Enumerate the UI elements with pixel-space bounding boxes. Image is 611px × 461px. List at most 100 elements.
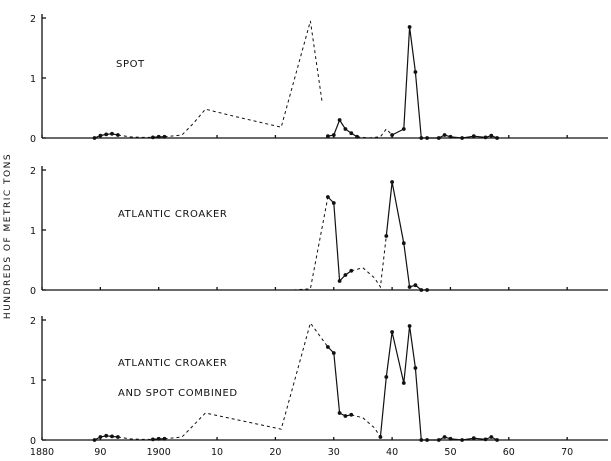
- data-point: [495, 136, 499, 140]
- data-point: [413, 366, 418, 370]
- y-tick-label: 2: [30, 166, 36, 177]
- data-point: [92, 438, 97, 442]
- data-point: [110, 131, 114, 136]
- data-point: [349, 131, 354, 136]
- data-point: [442, 133, 447, 137]
- data-point: [326, 134, 330, 139]
- data-point: [378, 435, 383, 439]
- y-tick-label: 0: [30, 134, 36, 145]
- series-line-solid: [391, 26, 498, 139]
- series-line-dashed: [351, 414, 381, 438]
- data-point: [390, 133, 394, 137]
- series-line-solid: [385, 181, 428, 291]
- data-point: [337, 118, 342, 122]
- x-tick-label: 90: [94, 447, 106, 458]
- data-point: [442, 435, 447, 439]
- y-tick-label: 1: [30, 376, 36, 387]
- x-tick-label: 70: [561, 447, 573, 458]
- data-point: [407, 285, 412, 289]
- x-tick-label: 10: [211, 447, 223, 458]
- series-line-dashed: [357, 128, 393, 139]
- panel-1: 0 1 2 SPOT: [30, 14, 608, 145]
- panel-title: SPOT: [116, 59, 145, 70]
- y-tick-label: 0: [30, 286, 36, 297]
- data-point: [471, 134, 476, 139]
- x-tick-label: 60: [503, 447, 515, 458]
- data-point: [98, 133, 103, 138]
- panel-3: 0 1 2 ATLANTIC CROAKER AND SPOT COMBINED: [30, 316, 608, 447]
- data-point: [407, 25, 412, 29]
- y-tick-label: 1: [30, 226, 36, 237]
- data-point: [156, 134, 161, 139]
- data-point: [326, 195, 330, 199]
- data-point: [425, 136, 429, 140]
- data-point: [156, 436, 161, 441]
- data-point: [401, 381, 406, 385]
- data-point: [495, 438, 499, 442]
- data-point: [460, 438, 464, 442]
- data-point: [326, 345, 330, 349]
- data-point: [413, 70, 418, 74]
- data-point: [401, 241, 406, 246]
- data-point: [401, 127, 406, 131]
- panel-title: AND SPOT COMBINED: [118, 388, 238, 399]
- data-point: [384, 375, 389, 379]
- series-line-solid: [379, 325, 498, 441]
- data-point: [419, 438, 424, 442]
- panel-title: ATLANTIC CROAKER: [118, 358, 227, 369]
- data-point: [425, 438, 429, 442]
- data-point: [489, 133, 494, 138]
- series-line-solid: [327, 346, 352, 417]
- data-point: [162, 134, 167, 139]
- data-point: [92, 136, 97, 140]
- data-point: [104, 132, 109, 137]
- data-point: [390, 180, 394, 184]
- data-point: [331, 201, 336, 205]
- series-line-dashed: [117, 134, 153, 138]
- x-tick-label: 30: [328, 447, 340, 458]
- data-point: [436, 438, 441, 442]
- data-point: [110, 434, 114, 439]
- x-axis-ticks: 1880 90 1900 10 20 30 40 50 60 70: [30, 447, 573, 458]
- data-point: [419, 136, 424, 140]
- data-point: [98, 435, 103, 439]
- series-line-dashed: [351, 235, 387, 289]
- data-point: [343, 127, 348, 131]
- series-line-dashed: [117, 436, 153, 440]
- y-tick-label: 2: [30, 14, 36, 25]
- series-line-dashed: [275, 196, 329, 291]
- data-point: [104, 433, 109, 438]
- data-point: [390, 330, 394, 334]
- y-tick-label: 1: [30, 74, 36, 85]
- data-point: [343, 414, 348, 418]
- data-point: [331, 133, 336, 137]
- data-point: [483, 135, 488, 140]
- data-point: [471, 436, 476, 441]
- data-point: [151, 135, 155, 140]
- data-point: [151, 437, 155, 442]
- data-point: [384, 234, 389, 238]
- x-tick-label: 1880: [30, 447, 54, 458]
- data-point: [331, 351, 336, 355]
- x-tick-label: 1900: [147, 447, 171, 458]
- panel-2: 0 1 2 ATLANTIC CROAKER: [30, 166, 608, 297]
- series-line-dashed: [164, 321, 329, 440]
- data-point: [448, 436, 453, 441]
- data-point: [413, 283, 418, 288]
- series-line-dashed: [164, 20, 323, 138]
- panels-group: 0 1 2 SPOT 0 1 2 ATLANTIC CROAKER 0 1 2 ATLANTIC CR…: [30, 14, 608, 447]
- data-point: [448, 134, 453, 139]
- y-tick-label: 2: [30, 316, 36, 327]
- data-point: [337, 279, 342, 283]
- data-point: [460, 136, 464, 140]
- data-point: [407, 324, 412, 328]
- x-tick-label: 50: [444, 447, 456, 458]
- panel-title: ATLANTIC CROAKER: [118, 209, 227, 220]
- data-point: [489, 435, 494, 439]
- x-tick-label: 40: [386, 447, 398, 458]
- x-tick-label: 20: [269, 447, 281, 458]
- data-point: [436, 136, 441, 140]
- y-tick-label: 0: [30, 436, 36, 447]
- series-line-solid: [327, 196, 352, 283]
